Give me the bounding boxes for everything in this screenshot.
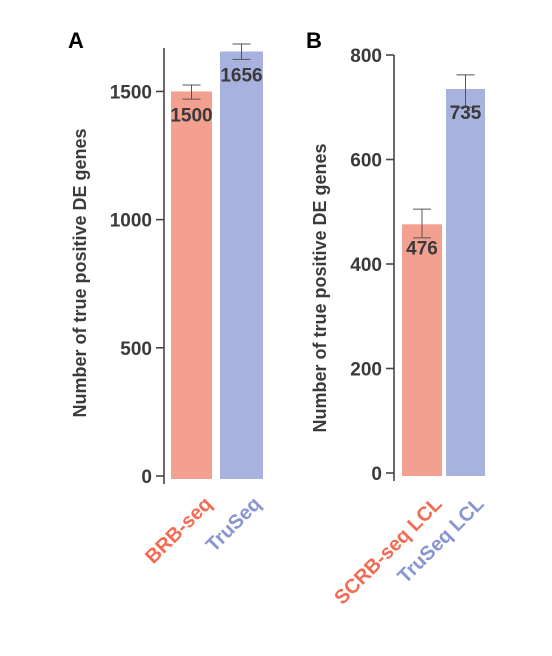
- panel-letter: B: [306, 28, 322, 53]
- y-tick-label: 500: [120, 339, 152, 360]
- category-label: BRB-seq: [141, 493, 216, 568]
- data-label: 1500: [170, 105, 212, 126]
- bar-scrb-seq-lcl: [402, 224, 442, 476]
- bar-truseq: [220, 51, 263, 479]
- y-tick-label: 600: [350, 151, 382, 172]
- y-tick-label: 400: [350, 255, 382, 276]
- y-axis-label: Number of true positive DE genes: [70, 128, 90, 417]
- y-tick-label: 0: [371, 464, 382, 485]
- bar-brb-seq: [171, 91, 212, 480]
- panel-a: A 0 500 1000 1500 Number of true positive DE …: [68, 28, 266, 568]
- y-tick-label: 200: [350, 360, 382, 381]
- bar-truseq-lcl: [446, 88, 485, 477]
- category-label: TruSeq: [202, 493, 265, 556]
- data-label: 476: [406, 238, 438, 259]
- y-tick-label: 0: [141, 467, 152, 488]
- data-label: 735: [450, 103, 482, 124]
- panel-letter: A: [68, 28, 84, 53]
- panel-b: B 0 200 400 600 800 Number of true positive DE…: [306, 28, 489, 609]
- y-axis-label: Number of true positive DE genes: [310, 143, 330, 432]
- y-tick-label: 1000: [110, 211, 152, 232]
- y-tick-label: 800: [350, 46, 382, 67]
- data-label: 1656: [220, 65, 262, 86]
- y-tick-label: 1500: [110, 82, 152, 103]
